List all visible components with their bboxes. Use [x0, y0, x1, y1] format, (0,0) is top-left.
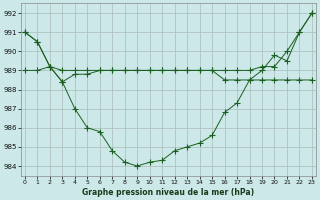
X-axis label: Graphe pression niveau de la mer (hPa): Graphe pression niveau de la mer (hPa)	[82, 188, 254, 197]
